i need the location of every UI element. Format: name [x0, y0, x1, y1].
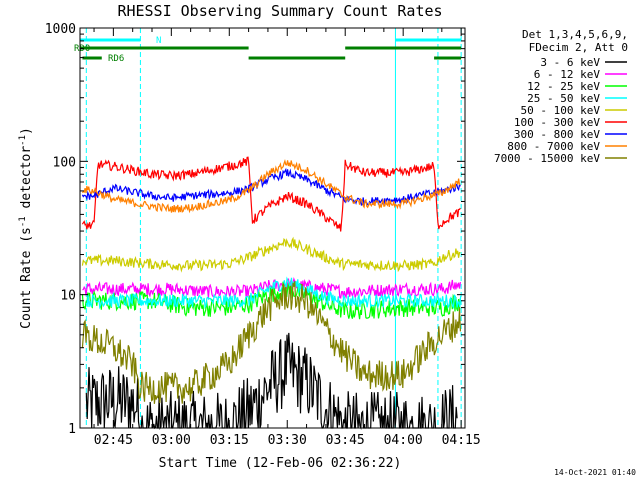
legend: Det 1,3,4,5,6,9, FDecim 2, Att 0 3 - 6 k… [494, 28, 628, 165]
legend-label: 50 - 100 keV [521, 104, 601, 117]
y-tick-label: 1 [68, 422, 76, 437]
chart-title: RHESSI Observing Summary Count Rates [117, 2, 442, 20]
y-tick-label: 10 [60, 289, 76, 304]
x-tick-label: 04:00 [384, 433, 423, 448]
series-line-9 [81, 281, 461, 404]
flag-label-n: N [156, 36, 161, 46]
x-tick-label: 03:30 [268, 433, 307, 448]
legend-label: 25 - 50 keV [527, 92, 600, 105]
flag-label-rd6: RD6 [108, 54, 124, 64]
legend-label: 12 - 25 keV [527, 80, 600, 93]
series-line-4 [85, 276, 462, 310]
y-axis-label-main: Count Rate (s [19, 227, 34, 329]
series-line-6 [81, 156, 461, 232]
series-line-5 [81, 236, 461, 273]
x-tick-label: 03:45 [326, 433, 365, 448]
x-tick-label: 02:45 [94, 433, 133, 448]
y-axis-label-sup1: -1 [18, 216, 28, 227]
legend-label: 800 - 7000 keV [507, 140, 600, 153]
y-axis-label: Count Rate (s-1 detector-1) [18, 127, 34, 329]
x-axis-label: Start Time (12-Feb-06 02:36:22) [159, 456, 402, 471]
y-axis-label-mid: detector [19, 146, 34, 217]
series-line-8 [81, 159, 461, 214]
legend-label: 100 - 300 keV [514, 116, 600, 129]
legend-label: 3 - 6 keV [540, 56, 600, 69]
y-tick-label: 100 [53, 155, 76, 170]
y-tick-label: 1000 [45, 22, 76, 37]
legend-header-line-2: FDecim 2, Att 0 [529, 41, 628, 54]
series-line-1 [85, 332, 458, 430]
x-axis: 02:45 03:00 03:15 03:30 03:45 04:00 04:15 [93, 28, 481, 448]
series-line-7 [81, 167, 461, 207]
y-axis-label-sup2: -1 [18, 135, 28, 146]
legend-label: 6 - 12 keV [534, 68, 601, 81]
y-axis: 1 10 100 1000 [45, 22, 465, 437]
x-tick-label: 03:15 [210, 433, 249, 448]
plot-frame [79, 27, 466, 429]
x-tick-label: 04:15 [442, 433, 481, 448]
series-layer [81, 156, 462, 430]
footer-timestamp: 14-Oct-2021 01:40 [554, 468, 636, 477]
legend-label: 7000 - 15000 keV [494, 152, 600, 165]
y-axis-label-end: ) [19, 127, 34, 135]
series-line-2 [82, 277, 461, 299]
legend-label: 300 - 800 keV [514, 128, 600, 141]
x-tick-label: 03:00 [152, 433, 191, 448]
legend-header-line-1: Det 1,3,4,5,6,9, [522, 28, 628, 41]
